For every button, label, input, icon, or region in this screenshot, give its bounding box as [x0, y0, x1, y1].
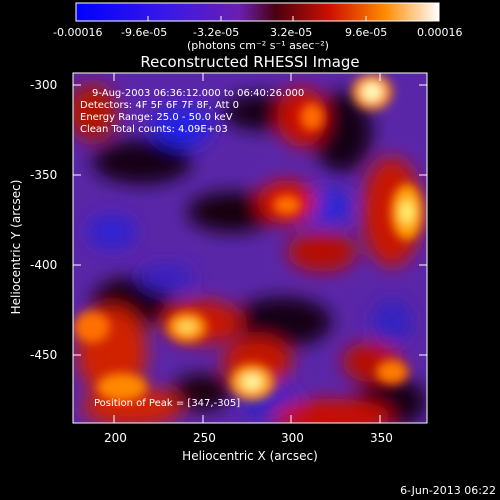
x-axis-label: Heliocentric X (arcsec) [182, 449, 318, 463]
y-tick-1: -350 [30, 168, 58, 182]
x-tick-3: 350 [370, 431, 393, 445]
colorbar-tick-4: 9.6e-05 [345, 26, 388, 39]
footer-timestamp: 6-Jun-2013 06:22 [400, 484, 496, 497]
x-tick-1: 250 [193, 431, 216, 445]
colorbar-tick-5: 0.00016 [417, 26, 463, 39]
rhessi-image [72, 72, 428, 424]
y-tick-3: -450 [30, 348, 58, 362]
y-axis-label: Heliocentric Y (arcsec) [9, 179, 23, 315]
overlay-clean-counts: Clean Total counts: 4.09E+03 [80, 124, 228, 135]
colorbar-tick-3: 3.2e-05 [270, 26, 313, 39]
colorbar [75, 2, 440, 22]
colorbar-tick-2: -3.2e-05 [193, 26, 240, 39]
colorbar-tick-0: -0.00016 [53, 26, 103, 39]
y-tick-2: -400 [30, 258, 58, 272]
overlay-peak-position: Position of Peak = [347,-305] [94, 398, 241, 409]
plot-title: Reconstructed RHESSI Image [140, 53, 360, 71]
overlay-energy-range: Energy Range: 25.0 - 50.0 keV [80, 112, 233, 123]
x-tick-0: 200 [104, 431, 127, 445]
y-tick-0: -300 [30, 78, 58, 92]
colorbar-unit-label: (photons cm⁻² s⁻¹ asec⁻²) [187, 39, 329, 52]
x-tick-2: 300 [281, 431, 304, 445]
overlay-detectors: Detectors: 4F 5F 6F 7F 8F, Att 0 [80, 100, 240, 111]
overlay-time-range: 9-Aug-2003 06:36:12.000 to 06:40:26.000 [92, 88, 305, 99]
colorbar-tick-1: -9.6e-05 [121, 26, 168, 39]
